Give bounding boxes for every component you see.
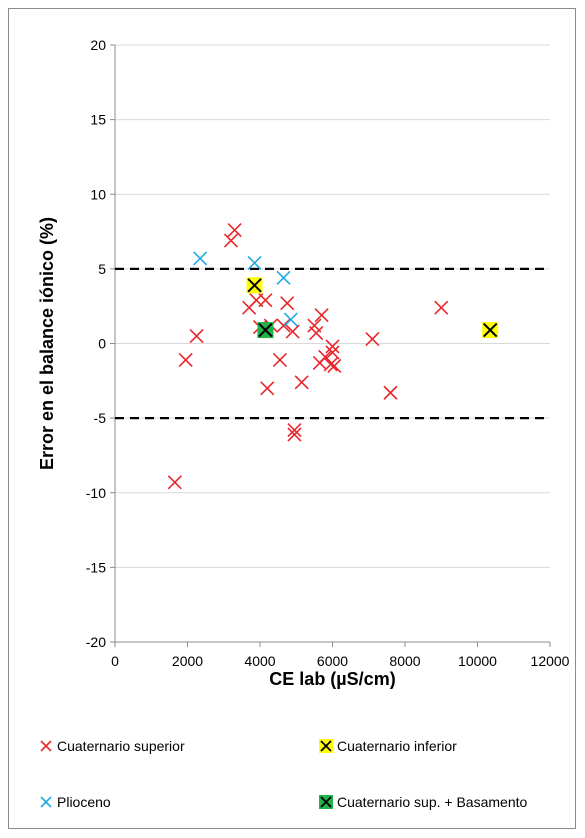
data-point-cuaternario-superior [227, 223, 242, 238]
data-point-cuaternario-inferior [482, 322, 499, 339]
legend-marker-x-box-icon [319, 795, 333, 809]
data-point-cuaternario-superior [325, 339, 340, 354]
data-point-cuaternario-superior [167, 475, 182, 490]
data-point-cuaternario-superior [280, 296, 295, 311]
data-point-cuaternario-superior [309, 325, 324, 341]
grid-layer [115, 44, 550, 643]
scatter-chart: 20 15 10 5 0 -5 -10 -15 -20 0 2000 4000 6000 8000 1000… [37, 37, 570, 689]
data-point-cuaternario-superior [365, 331, 380, 347]
legend-item-cuaternario-sup-basamento: Cuaternario sup. + Basamento [319, 794, 527, 810]
data-point-plioceno [193, 251, 208, 266]
y-tick-label: -5 [94, 410, 107, 426]
data-point-cuaternario-superior [287, 422, 302, 438]
data-point-cuaternario-superior [242, 300, 257, 315]
legend-label: Cuaternario sup. + Basamento [337, 794, 528, 810]
legend-item-plioceno: Plioceno [39, 794, 111, 810]
data-point-cuaternario-superior [314, 308, 329, 323]
y-tick-label: -10 [86, 485, 106, 501]
data-point-cuaternario-superior [260, 381, 275, 396]
data-point-cuaternario-superior [258, 293, 273, 308]
legend-marker-x-icon [40, 740, 52, 752]
data-point-plioceno [247, 255, 262, 270]
data-point-cuaternario-superior [327, 358, 342, 373]
data-point-cuaternario-superior [178, 352, 193, 367]
data-point-cuaternario-superior [383, 385, 398, 400]
data-point-cuaternario-superior [285, 324, 300, 339]
y-tick-label: -15 [86, 559, 106, 575]
y-tick-label: 10 [90, 186, 106, 202]
x-tick-label: 4000 [244, 653, 275, 669]
y-tick-label: 0 [98, 336, 106, 352]
y-axis-title: Error en el balance iónico (%) [37, 217, 57, 470]
data-point-cuaternario-superior [323, 357, 338, 372]
data-point-plioceno [276, 270, 291, 285]
x-axis-title: CE lab (µS/cm) [269, 669, 395, 689]
legend-label: Cuaternario inferior [337, 738, 457, 754]
reference-lines [115, 267, 550, 420]
data-point-cuaternario-sup-basamento [257, 322, 274, 339]
x-tick-label: 0 [111, 653, 119, 669]
x-tick-label: 2000 [172, 653, 203, 669]
legend-item-cuaternario-superior: Cuaternario superior [39, 738, 185, 754]
x-tick-label: 6000 [317, 653, 348, 669]
legend-item-cuaternario-inferior: Cuaternario inferior [319, 738, 457, 754]
y-tick-label: -20 [86, 634, 106, 650]
legend-label: Cuaternario superior [57, 738, 185, 754]
x-tick-label: 12000 [531, 653, 570, 669]
x-tick-label: 10000 [458, 653, 497, 669]
data-point-cuaternario-superior [223, 233, 239, 248]
data-point-cuaternario-inferior [246, 277, 263, 294]
legend-marker-x-icon [40, 796, 52, 808]
y-tick-label: 15 [90, 112, 106, 128]
y-tick-label: 5 [98, 261, 106, 277]
data-point-cuaternario-superior [287, 427, 302, 442]
legend-label: Plioceno [57, 794, 111, 810]
chart-frame: 20 15 10 5 0 -5 -10 -15 -20 0 2000 4000 6000 8000 1000… [8, 8, 576, 829]
legend-marker-x-box-icon [319, 739, 333, 753]
data-point-cuaternario-superior [272, 352, 288, 367]
y-tick-label: 20 [90, 37, 106, 53]
data-point-cuaternario-superior [434, 300, 449, 315]
x-tick-label: 8000 [389, 653, 420, 669]
data-point-plioceno [283, 312, 298, 327]
data-point-cuaternario-superior [276, 318, 291, 333]
axis-layer: 20 15 10 5 0 -5 -10 -15 -20 0 2000 4000 6000 8000 1000… [86, 37, 570, 669]
data-point-cuaternario-superior [189, 328, 204, 344]
data-point-cuaternario-superior [294, 375, 309, 390]
data-point-cuaternario-superior [325, 345, 340, 360]
data-points [167, 223, 499, 490]
